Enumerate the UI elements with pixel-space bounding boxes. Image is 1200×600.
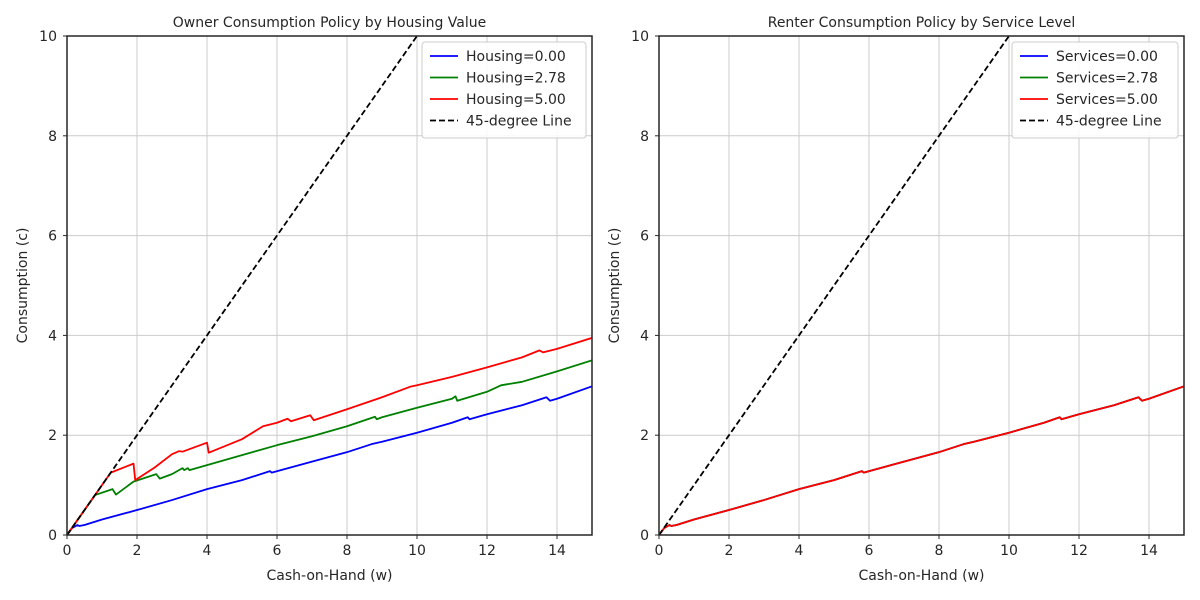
y-tick-label: 0 bbox=[48, 528, 57, 544]
x-tick-label: 12 bbox=[1070, 543, 1088, 559]
x-tick-label: 10 bbox=[1000, 543, 1018, 559]
legend: Services=0.00 Services=2.78 Services=5.00 4… bbox=[1011, 41, 1179, 139]
chart-panel-2: 0 2 4 6 8 10 12 14 0 2 4 6 8 10 Renter Consumption Pol… bbox=[607, 15, 1185, 584]
x-tick-label: 0 bbox=[655, 543, 664, 559]
x-tick-label: 14 bbox=[1140, 543, 1158, 559]
legend-label-4: 45-degree Line bbox=[1056, 114, 1162, 130]
legend: Housing=0.00 Housing=2.78 Housing=5.00 45-d… bbox=[421, 41, 587, 139]
series-line-3 bbox=[67, 337, 592, 535]
legend-label-1: Housing=0.00 bbox=[466, 49, 566, 65]
y-tick-label: 2 bbox=[48, 428, 57, 444]
y-tick-label: 8 bbox=[640, 129, 649, 145]
series-line-4 bbox=[659, 36, 1010, 535]
x-tick-label: 6 bbox=[273, 543, 282, 559]
series-line-3 bbox=[659, 385, 1184, 535]
chart-title: Renter Consumption Policy by Service Lev… bbox=[768, 15, 1076, 31]
y-tick-label: 10 bbox=[631, 29, 649, 45]
y-tick-label: 2 bbox=[640, 428, 649, 444]
x-tick-label: 2 bbox=[725, 543, 734, 559]
y-axis-label: Consumption (c) bbox=[607, 228, 623, 344]
chart-title: Owner Consumption Policy by Housing Valu… bbox=[173, 15, 486, 31]
series-line-1 bbox=[67, 385, 592, 535]
y-axis-label: Consumption (c) bbox=[15, 228, 31, 344]
x-tick-label: 12 bbox=[478, 543, 496, 559]
x-axis-label: Cash-on-Hand (w) bbox=[858, 568, 984, 584]
x-tick-label: 8 bbox=[343, 543, 352, 559]
legend-label-3: Services=5.00 bbox=[1056, 92, 1158, 108]
legend-box bbox=[1011, 41, 1179, 139]
legend-label-3: Housing=5.00 bbox=[466, 92, 566, 108]
y-tick-label: 4 bbox=[640, 328, 649, 344]
legend-label-1: Services=0.00 bbox=[1056, 49, 1158, 65]
series-line-2 bbox=[67, 359, 592, 535]
chart-panel-1: 0 2 4 6 8 10 12 14 0 2 4 6 8 10 Owner Consumption Poli… bbox=[15, 15, 593, 584]
axes-frame bbox=[66, 35, 593, 536]
y-tick-label: 0 bbox=[640, 528, 649, 544]
legend-label-2: Housing=2.78 bbox=[466, 71, 566, 87]
series-group bbox=[67, 36, 592, 535]
legend-label-2: Services=2.78 bbox=[1056, 71, 1158, 87]
y-tick-label: 8 bbox=[48, 129, 57, 145]
x-tick-label: 4 bbox=[795, 543, 804, 559]
y-tick-label: 6 bbox=[48, 229, 57, 245]
x-tick-label: 2 bbox=[133, 543, 142, 559]
x-tick-label: 4 bbox=[203, 543, 212, 559]
series-group bbox=[659, 36, 1184, 535]
x-tick-label: 6 bbox=[865, 543, 874, 559]
x-tick-label: 14 bbox=[548, 543, 566, 559]
y-tick-label: 4 bbox=[48, 328, 57, 344]
y-tick-label: 10 bbox=[39, 29, 57, 45]
axes-frame bbox=[658, 35, 1185, 536]
series-line-4 bbox=[67, 36, 418, 535]
x-tick-label: 10 bbox=[408, 543, 426, 559]
y-tick-label: 6 bbox=[640, 229, 649, 245]
x-tick-label: 0 bbox=[63, 543, 72, 559]
x-tick-label: 8 bbox=[935, 543, 944, 559]
legend-box bbox=[421, 41, 587, 139]
x-axis-label: Cash-on-Hand (w) bbox=[266, 568, 392, 584]
legend-label-4: 45-degree Line bbox=[466, 114, 572, 130]
